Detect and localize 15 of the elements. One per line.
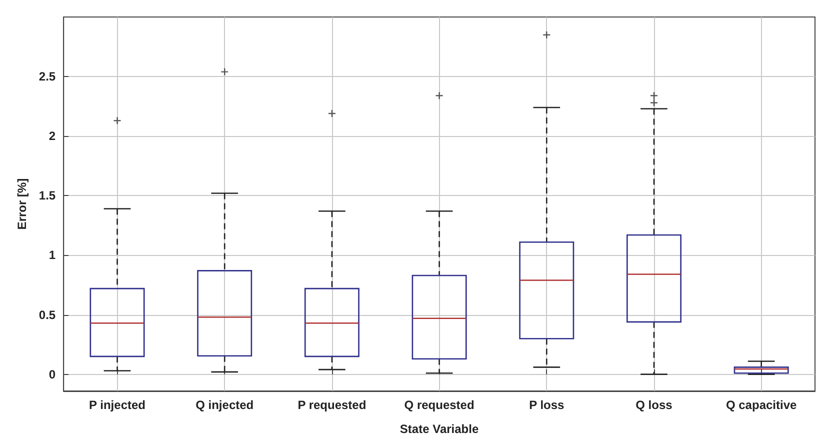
y-tick-label: 2.5 [38,70,56,84]
y-tick-label: 0.5 [38,308,56,322]
x-tick-label: P injected [89,398,146,412]
x-tick-label: Q capacitive [726,398,797,412]
y-tick-label: 1.5 [38,188,56,203]
y-tick-label: 0 [48,367,56,382]
x-axis-title: State Variable [400,422,479,436]
y-tick-label: 1 [48,248,56,262]
x-tick-label: Q injected [196,398,254,412]
x-tick-label: Q loss [636,398,673,412]
y-tick-label: 2 [48,129,56,144]
x-tick-label: Q requested [404,398,474,412]
x-tick-label: P loss [529,398,565,412]
y-axis-title: Error [%] [15,178,29,230]
x-tick-label: P requested [298,398,366,412]
